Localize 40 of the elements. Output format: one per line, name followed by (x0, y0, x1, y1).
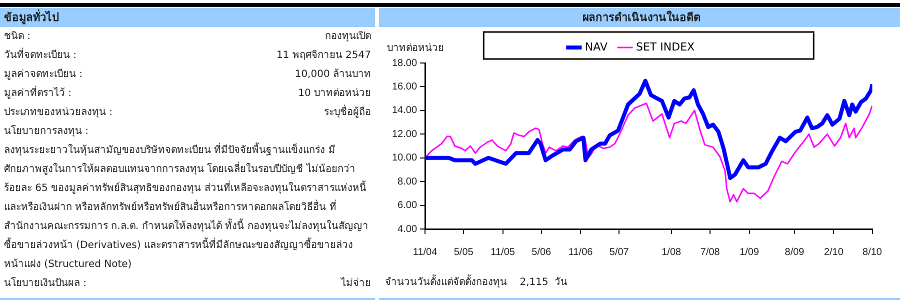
text: ประเภทของหน่วยลงทุน : (4, 106, 113, 120)
y-tick-label: 6.00 (398, 200, 418, 212)
x-tick-label: 2/10 (824, 246, 844, 258)
text: ชนิด : (4, 30, 31, 44)
y-tick-label: 18.00 (392, 58, 418, 69)
text: ไม่จ่าย (341, 276, 371, 291)
x-tick-label: 11/06 (568, 246, 594, 258)
text: วันที่จดทะเบียน : (4, 46, 77, 63)
text: จำนวนวันตั้งแต่จัดตั้งกองทุน 2,115 วัน (385, 274, 568, 289)
y-tick-label: 14.00 (392, 105, 418, 116)
text: กองทุนเปิด (325, 30, 371, 44)
x-tick-label: 1/09 (740, 246, 760, 258)
text: 10 บาทต่อหน่วย (298, 87, 371, 101)
y-tick-label: 8.00 (398, 176, 418, 188)
x-tick-label: 7/08 (700, 246, 720, 258)
legend-label: NAV (584, 40, 608, 54)
text: ข้อมูลทั่วไป (0, 8, 375, 27)
text: นโยบายเงินปันผล : (4, 276, 87, 291)
x-tick-label: 5/05 (454, 246, 474, 258)
text: ระบุชื่อผู้ถือ (324, 104, 371, 120)
x-tick-label: 5/06 (532, 246, 552, 258)
y-tick-label: 12.00 (392, 128, 418, 140)
text: นโยบายการลงทุน : (4, 124, 89, 139)
legend-label: SET INDEX (636, 40, 696, 54)
x-tick-label: 11/05 (490, 246, 516, 258)
y-tick-label: 16.00 (392, 81, 418, 92)
x-tick-label: 8/09 (784, 246, 805, 258)
y-tick-label: 4.00 (398, 224, 418, 235)
text: 10,000 ล้านบาท (294, 68, 371, 82)
chart-title: ผลการดำเนินงานในอดีต (379, 8, 900, 27)
text: 11 พฤศจิกายน 2547 (276, 49, 371, 63)
x-tick-label: 1/08 (662, 246, 682, 258)
text: มูลค่าที่ตราไว้ : (4, 84, 72, 101)
x-tick-label: 8/10 (862, 246, 882, 258)
text: ลงทุนระยะยาวในหุ้นสามัญของบริษัทจดทะเบียน ที่มีปัจจัยพื้นฐานแข็งแกร่ง มีศักยภาพสูงในการให้ผลตอบแทนจากการลงทุน โดยเฉลี่ยในรอบปีบัญชี ไม่น้อยกว่า ร้อยละ 65 ของมูลค่าทรัพย์สินสุทธิของกองทุน ส่วนที่เหลือจะลงทุนในตราสารแห่งหนี้ และหรือเงินฝาก หรือหลักทรัพย์หรือทรัพย์สินอื่นหรือการหาดอกผลโดยวิธีอื่น ที่สำนักงานคณะกรรมการ ก.ล.ต. กำหนดให้ลงทุนได้ ทั้งนี้ กองทุนจะไม่ลงทุนในสัญญาซื้อขายล่วงหน้า (Derivatives) และตราสารหนี้ที่มีลักษณะของสัญญาซื้อขายล่วงหน้าแฝง (Structured Note) (3, 142, 370, 272)
text: มูลค่าจดทะเบียน : (4, 68, 83, 82)
x-tick-label: 11/04 (412, 246, 438, 258)
y-axis-title: บาทต่อหน่วย (387, 42, 444, 55)
x-tick-label: 5/07 (609, 246, 630, 258)
y-tick-label: 10.00 (392, 152, 418, 164)
